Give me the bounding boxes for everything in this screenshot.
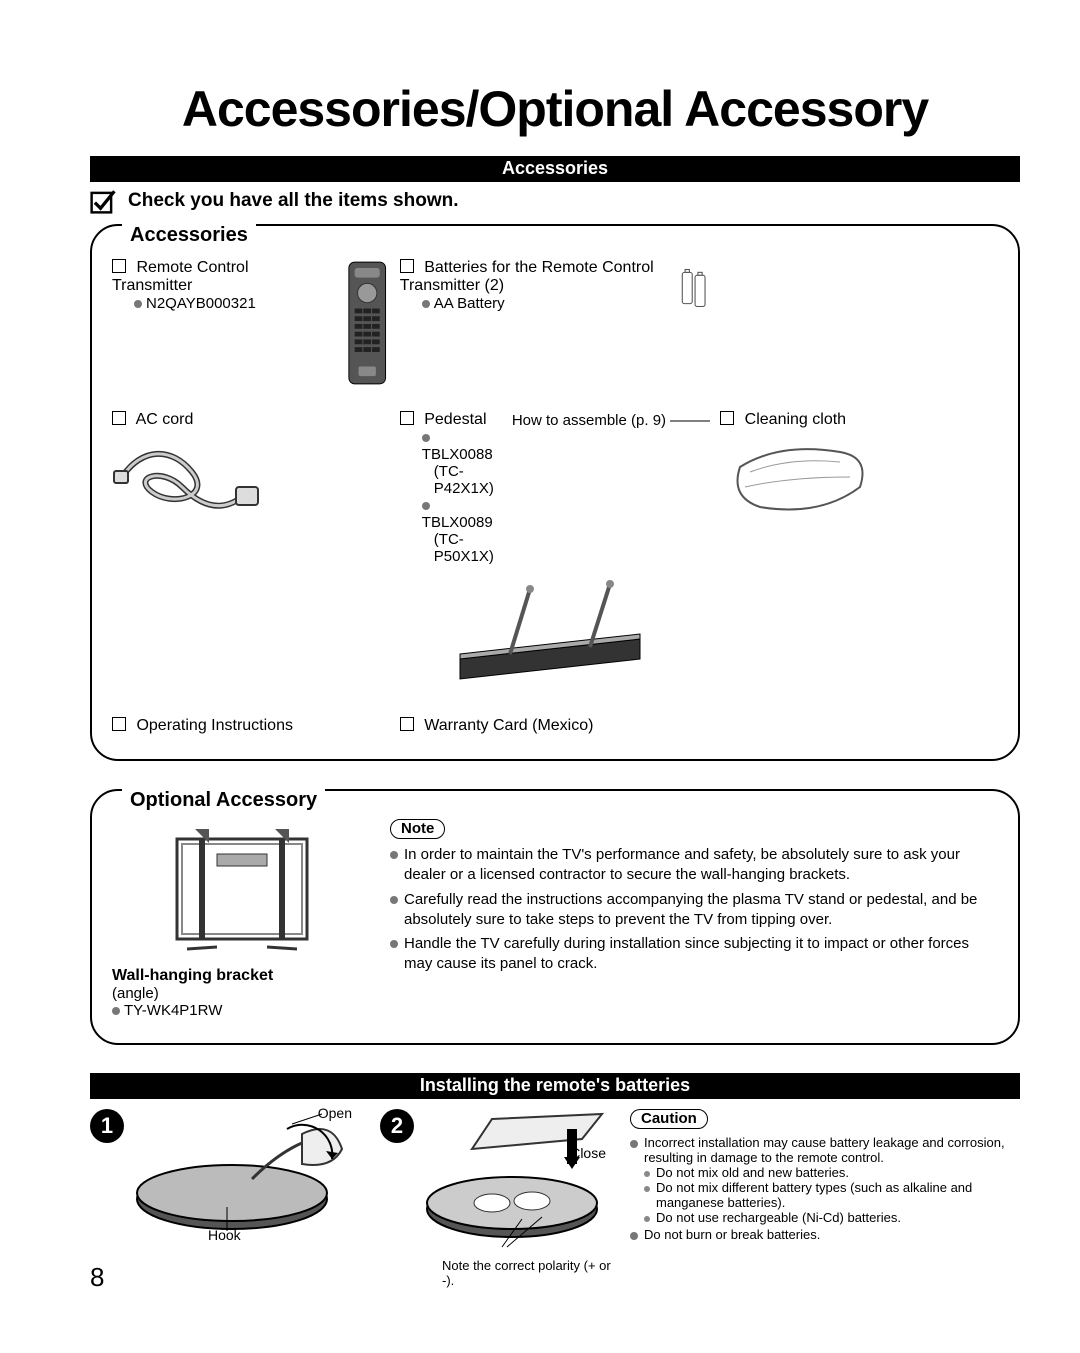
caution-sub: Do not use rechargeable (Ni-Cd) batterie… xyxy=(644,1210,1020,1225)
remote-control-illustration xyxy=(345,258,389,388)
bullet-icon xyxy=(644,1216,650,1222)
checkbox-icon xyxy=(112,717,126,731)
leader-line-icon xyxy=(670,415,710,427)
caution-last: Do not burn or break batteries. xyxy=(644,1227,820,1242)
wall-bracket-angle: (angle) xyxy=(112,985,372,1002)
bullet-icon xyxy=(390,851,398,859)
pedestal-title: Pedestal xyxy=(424,411,486,428)
batteries-sub: AA Battery xyxy=(434,295,505,312)
cloth-title: Cleaning cloth xyxy=(745,411,846,428)
optional-accessory-tab: Optional Accessory xyxy=(122,789,325,812)
check-all-items-row: Check you have all the items shown. xyxy=(90,182,1020,224)
installing-batteries-section: Installing the remote's batteries 1 xyxy=(90,1073,1020,1288)
pedestal-m2: (TC-P50X1X) xyxy=(434,531,494,565)
checkbox-checked-icon xyxy=(90,188,116,214)
page-number: 8 xyxy=(90,1262,104,1293)
pedestal-assemble: How to assemble (p. 9) xyxy=(512,412,666,429)
step-2: 2 Close xyxy=(380,1109,620,1288)
item-pedestal: Pedestal TBLX0088 (TC-P42X1X) TBLX0089 (… xyxy=(400,410,710,694)
bullet-icon xyxy=(112,1007,120,1015)
item-accord: AC cord xyxy=(112,410,390,694)
checkbox-icon xyxy=(400,411,414,425)
bullet-icon xyxy=(390,940,398,948)
remote-part: N2QAYB000321 xyxy=(146,295,256,312)
bullet-icon xyxy=(134,300,142,308)
warranty-title: Warranty Card (Mexico) xyxy=(424,717,593,734)
bullet-icon xyxy=(422,434,430,442)
ac-cord-illustration xyxy=(112,437,262,537)
note-item: Carefully read the instructions accompan… xyxy=(390,890,998,931)
caution-lead: Incorrect installation may cause battery… xyxy=(644,1135,1020,1165)
pedestal-p2: TBLX0089 xyxy=(422,514,493,531)
item-remote: Remote Control Transmitter N2QAYB000321 xyxy=(112,258,390,388)
remote-title: Remote Control Transmitter xyxy=(112,259,249,294)
pedestal-illustration xyxy=(440,569,660,689)
close-label: Close xyxy=(570,1145,606,1161)
note-item: In order to maintain the TV's performanc… xyxy=(390,845,998,886)
caution-block: Caution Incorrect installation may cause… xyxy=(630,1109,1020,1242)
item-cloth: Cleaning cloth xyxy=(720,410,998,694)
bullet-icon xyxy=(644,1186,650,1192)
remote-open-illustration xyxy=(132,1109,352,1239)
accessories-box: Accessories Remote Control Transmitter N… xyxy=(90,224,1020,761)
opinst-title: Operating Instructions xyxy=(136,717,293,734)
checkbox-icon xyxy=(112,259,126,273)
note-block: Note In order to maintain the TV's perfo… xyxy=(390,819,998,1019)
bullet-icon xyxy=(390,896,398,904)
accord-title: AC cord xyxy=(136,411,194,428)
installing-batteries-bar: Installing the remote's batteries xyxy=(90,1073,1020,1099)
step-1: 1 Open Hook xyxy=(90,1109,370,1244)
optional-accessory-box: Optional Accessory Wall-hanging bracket … xyxy=(90,789,1020,1045)
wall-bracket-title: Wall-hanging bracket xyxy=(112,967,372,985)
caution-sub: Do not mix different battery types (such… xyxy=(644,1180,1020,1210)
batteries-illustration xyxy=(678,258,711,318)
item-operating-instructions: Operating Instructions xyxy=(112,716,390,735)
hook-label: Hook xyxy=(208,1227,241,1243)
note-pill: Note xyxy=(390,819,445,839)
step-number-1: 1 xyxy=(90,1109,124,1143)
item-batteries: Batteries for the Remote Control Transmi… xyxy=(400,258,710,388)
wall-bracket-illustration xyxy=(157,819,327,959)
checkbox-icon xyxy=(400,259,414,273)
bullet-icon xyxy=(422,300,430,308)
batteries-title: Batteries for the Remote Control Transmi… xyxy=(400,259,654,294)
page-title: Accessories/Optional Accessory xyxy=(90,80,1020,138)
wall-bracket-cell: Wall-hanging bracket (angle) TY-WK4P1RW xyxy=(112,819,372,1019)
bullet-icon xyxy=(422,502,430,510)
caution-pill: Caution xyxy=(630,1109,708,1129)
check-all-items-label: Check you have all the items shown. xyxy=(128,190,459,212)
checkbox-icon xyxy=(112,411,126,425)
open-label: Open xyxy=(318,1105,352,1121)
caution-sub: Do not mix old and new batteries. xyxy=(644,1165,1020,1180)
step-number-2: 2 xyxy=(380,1109,414,1143)
polarity-note: Note the correct polarity (+ or -). xyxy=(442,1258,612,1288)
checkbox-icon xyxy=(720,411,734,425)
bullet-icon xyxy=(630,1232,638,1240)
wall-bracket-part: TY-WK4P1RW xyxy=(124,1002,222,1019)
bullet-icon xyxy=(644,1171,650,1177)
cleaning-cloth-illustration xyxy=(720,437,880,527)
item-warranty: Warranty Card (Mexico) xyxy=(400,716,710,735)
pedestal-m1: (TC-P42X1X) xyxy=(434,463,494,497)
checkbox-icon xyxy=(400,717,414,731)
accessories-tab: Accessories xyxy=(122,224,256,247)
accessories-bar: Accessories xyxy=(90,156,1020,182)
bullet-icon xyxy=(630,1140,638,1148)
pedestal-p1: TBLX0088 xyxy=(422,446,493,463)
remote-close-illustration xyxy=(422,1109,612,1259)
note-item: Handle the TV carefully during installat… xyxy=(390,934,998,975)
